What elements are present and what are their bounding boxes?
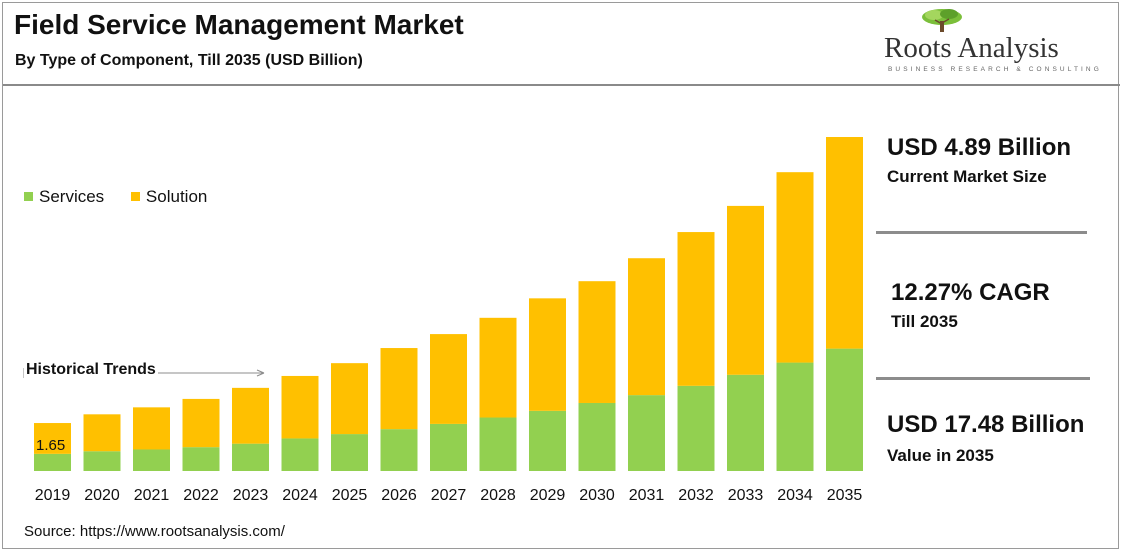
bar-services-2032: [677, 385, 715, 471]
historical-arrow-head: [256, 369, 265, 377]
bar-solution-2021: [133, 407, 170, 450]
data-label-2019: 1.65: [36, 437, 65, 454]
x-tick-label-2027: 2027: [431, 487, 467, 504]
bar-solution-2026: [380, 348, 418, 430]
bar-services-2031: [628, 395, 665, 471]
bar-services-2024: [281, 438, 319, 471]
header: Field Service Management Market By Type …: [0, 0, 1123, 85]
page-subtitle: By Type of Component, Till 2035 (USD Bil…: [15, 52, 363, 69]
legend-swatch-services: [24, 192, 33, 201]
bar-group: 1.65: [34, 137, 863, 471]
bar-services-2030: [578, 402, 616, 471]
bar-services-2021: [133, 449, 170, 471]
x-axis-ticks: 2019 2020 2021 2022 2023 2024 2025 2026 2027 2028…: [35, 487, 863, 504]
legend-swatch-solution: [130, 192, 140, 201]
future-value-label: Value in 2035: [887, 446, 994, 465]
bar-solution-2028: [479, 317, 517, 418]
x-tick-label-2019: 2019: [35, 487, 71, 504]
x-tick-label-2035: 2035: [827, 487, 863, 504]
x-tick-label-2033: 2033: [728, 487, 764, 504]
bar-services-2027: [430, 423, 467, 471]
roots-analysis-logo: Roots Analysis BUSINESS RESEARCH & CONSU…: [878, 8, 1099, 78]
bar-solution-2031: [628, 258, 665, 396]
legend-label-services: Services: [39, 186, 105, 206]
stacked-bar-chart: 1.65 2019 2020 2021 2022 2023 2024 2025 2026 202…: [23, 137, 863, 504]
x-tick-label-2026: 2026: [381, 487, 417, 504]
historical-trends-text: Historical Trends: [26, 361, 156, 378]
x-tick-label-2032: 2032: [678, 487, 714, 504]
future-value: USD 17.48 Billion: [887, 411, 1085, 438]
bar-solution-2025: [331, 363, 368, 435]
source-text: Source: https://www.rootsanalysis.com/: [24, 523, 285, 540]
legend-item-solution: Solution: [130, 186, 208, 207]
cagr-label: Till 2035: [891, 312, 958, 331]
bar-solution-2029: [529, 298, 566, 411]
x-tick-label-2034: 2034: [777, 487, 813, 504]
x-tick-label-2020: 2020: [84, 487, 120, 504]
bar-services-2020: [83, 451, 121, 471]
x-tick-label-2024: 2024: [282, 487, 318, 504]
x-tick-label-2022: 2022: [183, 487, 219, 504]
bar-solution-2030: [578, 281, 616, 403]
bar-services-2022: [182, 447, 220, 471]
bar-services-2035: [826, 348, 863, 471]
header-divider: [3, 84, 1120, 86]
bar-solution-2022: [182, 398, 220, 448]
page-title: Field Service Management Market: [14, 9, 464, 40]
logo-tagline: BUSINESS RESEARCH & CONSULTING: [888, 66, 1102, 73]
x-tick-label-2025: 2025: [332, 487, 368, 504]
logo-name: Roots Analysis: [884, 32, 1059, 64]
x-tick-label-2028: 2028: [480, 487, 516, 504]
x-tick-label-2021: 2021: [134, 487, 170, 504]
bar-services-2025: [331, 434, 368, 471]
bar-solution-2019: [34, 423, 71, 454]
x-tick-label-2023: 2023: [233, 487, 269, 504]
bar-solution-2024: [281, 375, 319, 439]
bar-solution-2027: [430, 334, 467, 424]
bar-solution-2023: [232, 387, 269, 444]
x-tick-label-2029: 2029: [530, 487, 566, 504]
bar-services-2034: [776, 362, 814, 471]
bar-services-2033: [727, 374, 764, 471]
bar-solution-2020: [83, 414, 121, 452]
current-market-size-value: USD 4.89 Billion: [887, 134, 1072, 161]
bar-solution-2033: [727, 205, 764, 375]
stats-divider-1: [876, 231, 1087, 234]
chart-legend: Services Solution: [24, 186, 229, 207]
bar-services-2029: [529, 410, 566, 471]
stats-divider-2: [876, 377, 1090, 380]
bar-services-2023: [232, 443, 269, 471]
current-market-size-label: Current Market Size: [887, 167, 1047, 186]
cagr-value: 12.27% CAGR: [891, 279, 1050, 306]
bar-services-2028: [479, 417, 517, 471]
bar-services-2026: [380, 429, 418, 471]
bar-solution-2034: [776, 172, 814, 363]
bar-services-2019: [34, 453, 71, 471]
legend-item-services: Services: [24, 187, 104, 207]
legend-label-solution: Solution: [145, 186, 208, 206]
x-tick-label-2031: 2031: [629, 487, 665, 504]
bar-solution-2032: [677, 232, 715, 386]
historical-trends-label: Historical Trends: [24, 361, 158, 379]
bar-solution-2035: [826, 137, 863, 349]
x-tick-label-2030: 2030: [579, 487, 615, 504]
tree-icon: [922, 9, 962, 32]
